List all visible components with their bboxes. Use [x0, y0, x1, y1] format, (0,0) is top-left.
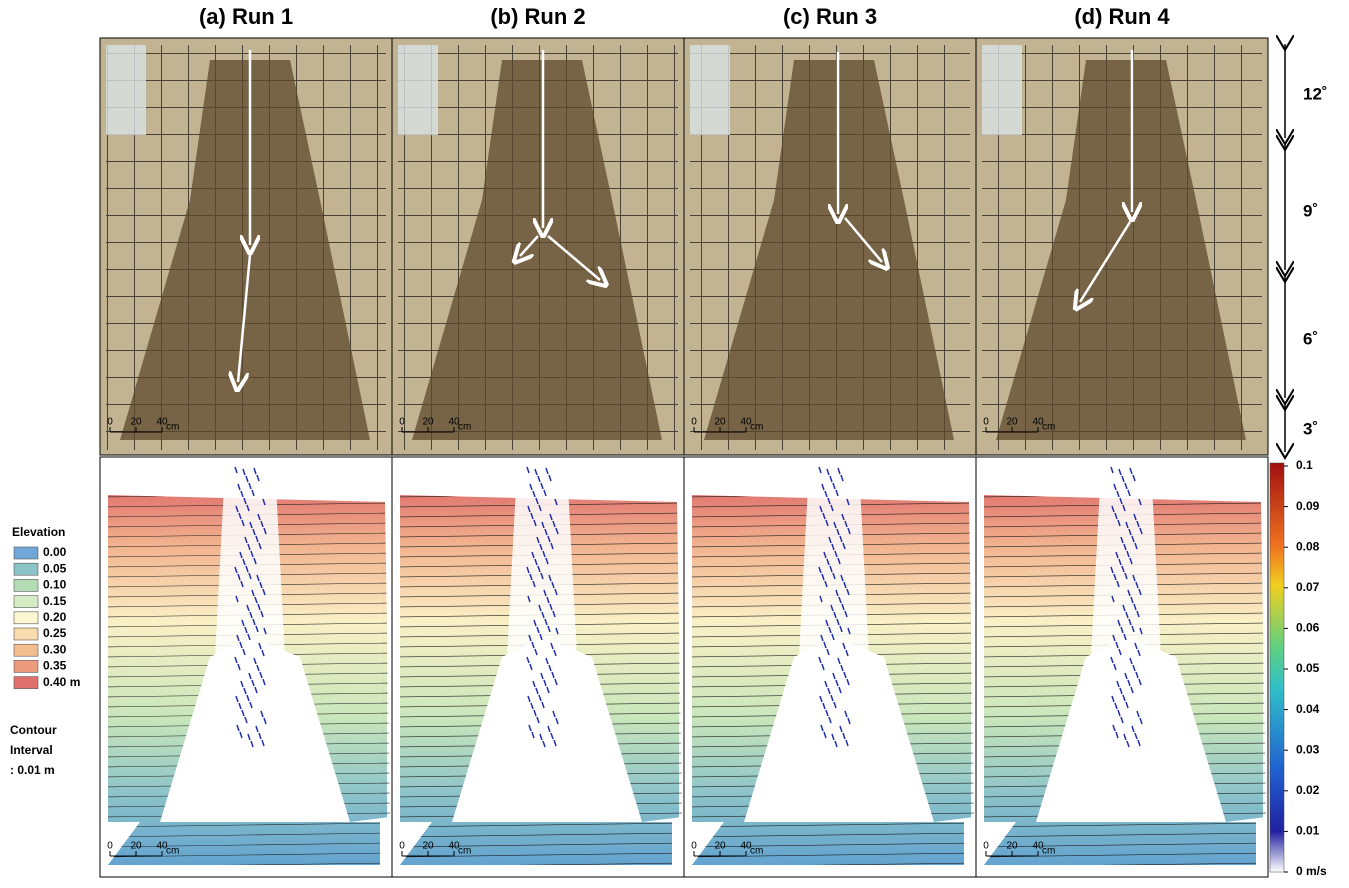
legend-label: 0.35 — [43, 659, 67, 673]
scale-unit: cm — [750, 846, 763, 857]
colorbar-label: 0.02 — [1296, 783, 1320, 797]
slope-label: 3˚ — [1303, 419, 1318, 438]
contour-note: Interval — [10, 743, 53, 757]
scale-label: 20 — [1006, 841, 1018, 852]
slope-label: 6˚ — [1303, 329, 1318, 348]
legend-swatch — [14, 644, 38, 656]
scale-label: 0 — [399, 841, 405, 852]
wall — [690, 45, 730, 135]
contour-note: Contour — [10, 723, 57, 737]
legend-swatch — [14, 596, 38, 608]
scale-unit: cm — [1042, 422, 1055, 433]
legend-swatch — [14, 677, 38, 689]
panel-title: (d) Run 4 — [1074, 4, 1170, 29]
scale-unit: cm — [750, 422, 763, 433]
colorbar-label: 0.09 — [1296, 499, 1320, 513]
legend-label: 0.40 m — [43, 675, 80, 689]
legend-swatch — [14, 579, 38, 591]
legend-label: 0.10 — [43, 578, 67, 592]
gap — [507, 467, 577, 657]
legend-swatch — [14, 563, 38, 575]
legend-swatch — [14, 612, 38, 624]
legend-label: 0.30 — [43, 642, 67, 656]
colorbar-label: 0.07 — [1296, 580, 1320, 594]
colorbar-label: 0.01 — [1296, 824, 1320, 838]
wall — [982, 45, 1022, 135]
colorbar — [1270, 463, 1284, 872]
colorbar-label: 0.08 — [1296, 539, 1320, 553]
scale-label: 0 — [107, 841, 113, 852]
contour-note: : 0.01 m — [10, 763, 55, 777]
scale-label: 20 — [714, 841, 726, 852]
colorbar-label: 0.05 — [1296, 661, 1320, 675]
gap — [799, 467, 869, 657]
scale-label: 0 — [983, 417, 989, 428]
colorbar-label: 0.06 — [1296, 621, 1320, 635]
scale-label: 20 — [130, 417, 142, 428]
legend-swatch — [14, 628, 38, 640]
scale-unit: cm — [166, 422, 179, 433]
wall — [398, 45, 438, 135]
scale-label: 20 — [714, 417, 726, 428]
colorbar-label: 0.1 — [1296, 458, 1313, 472]
scale-label: 20 — [130, 841, 142, 852]
legend-label: 0.15 — [43, 594, 67, 608]
figure: (a) Run 102040cm02040cm(b) Run 202040cm0… — [0, 0, 1349, 883]
colorbar-label: 0.04 — [1296, 702, 1320, 716]
scale-label: 0 — [983, 841, 989, 852]
scale-unit: cm — [166, 846, 179, 857]
legend-label: 0.20 — [43, 610, 67, 624]
scale-label: 0 — [691, 417, 697, 428]
legend-label: 0.25 — [43, 626, 67, 640]
scale-label: 0 — [107, 417, 113, 428]
scale-label: 0 — [399, 417, 405, 428]
panel-title: (b) Run 2 — [490, 4, 585, 29]
wall — [106, 45, 146, 135]
scale-label: 0 — [691, 841, 697, 852]
gap — [1091, 467, 1161, 657]
scale-unit: cm — [458, 846, 471, 857]
slope-label: 12˚ — [1303, 84, 1328, 103]
panel-title: (c) Run 3 — [783, 4, 877, 29]
legend-label: 0.05 — [43, 561, 67, 575]
scale-label: 20 — [422, 417, 434, 428]
scale-unit: cm — [1042, 846, 1055, 857]
scale-label: 20 — [422, 841, 434, 852]
legend-swatch — [14, 547, 38, 559]
panel-title: (a) Run 1 — [199, 4, 293, 29]
legend-swatch — [14, 660, 38, 672]
colorbar-label: 0 m/s — [1296, 864, 1327, 878]
scale-label: 20 — [1006, 417, 1018, 428]
gap — [215, 467, 285, 657]
legend-label: 0.00 — [43, 545, 67, 559]
colorbar-label: 0.03 — [1296, 742, 1320, 756]
slope-label: 9˚ — [1303, 201, 1318, 220]
scale-unit: cm — [458, 422, 471, 433]
legend-title: Elevation — [12, 525, 65, 539]
